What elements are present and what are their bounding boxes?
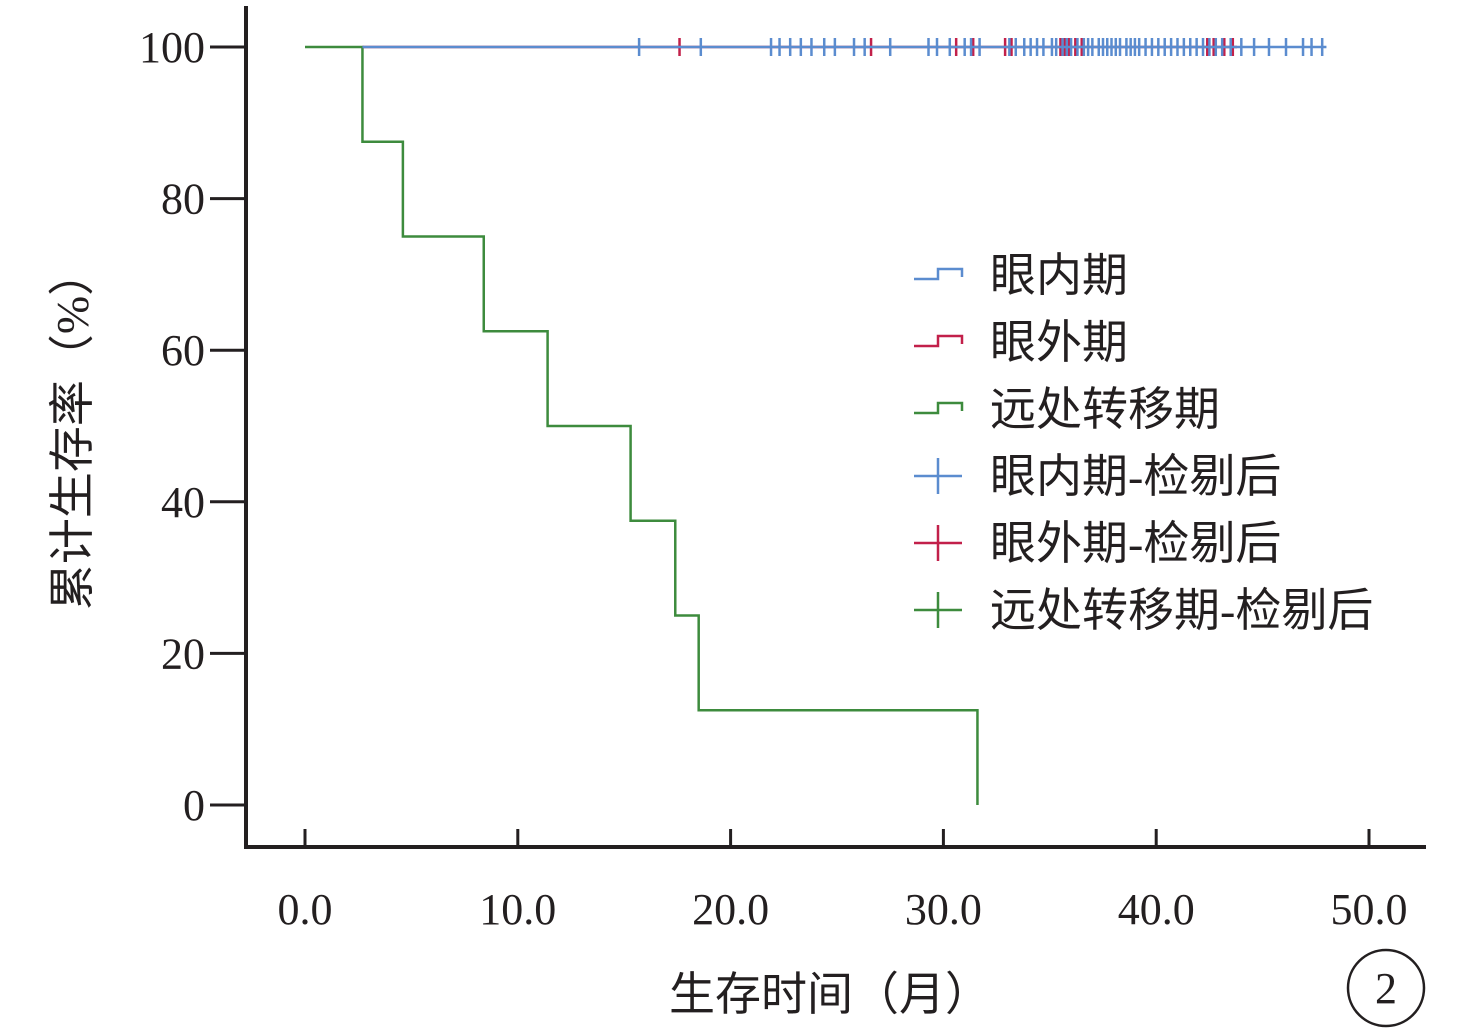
survival-curve (305, 45, 979, 805)
y-tick-label: 100 (139, 23, 205, 72)
series-1 (362, 38, 1327, 56)
tick-marks: 0 20 40 60 80 100 0.0 10.0 20.0 30.0 40.0 50.0 (139, 23, 1408, 934)
legend-label: 眼内期-检剔后 (990, 451, 1281, 502)
panel-label: 2 (1346, 948, 1426, 1028)
x-tick-label: 50.0 (1331, 885, 1408, 934)
x-tick-label: 0.0 (278, 885, 333, 934)
legend-label: 眼外期 (990, 317, 1128, 368)
legend-item: 远处转移期 (914, 384, 1220, 435)
y-tick-label: 20 (161, 629, 205, 678)
legend-label: 眼外期-检剔后 (990, 518, 1281, 569)
y-axis-title: 累计生存率（%） (47, 250, 98, 610)
series-layer (305, 38, 1327, 805)
legend-item: 远处转移期-检剔后 (914, 585, 1373, 636)
legend-label: 眼内期 (990, 250, 1128, 301)
legend-item: 眼外期-检剔后 (914, 518, 1281, 569)
legend-item: 眼内期 (914, 250, 1128, 301)
y-tick-label: 40 (161, 478, 205, 527)
legend-item: 眼内期-检剔后 (914, 451, 1281, 502)
x-axis-title: 生存时间（月） (669, 969, 991, 1020)
y-tick-label: 60 (161, 326, 205, 375)
x-tick-label: 30.0 (905, 885, 982, 934)
panel-label-text: 2 (1375, 964, 1397, 1013)
series-3 (305, 45, 979, 805)
y-tick-label: 0 (183, 781, 205, 830)
x-tick-label: 20.0 (692, 885, 769, 934)
legend-item: 眼外期 (914, 317, 1128, 368)
x-tick-label: 10.0 (479, 885, 556, 934)
legend-step-symbol (914, 267, 964, 281)
legend-step-symbol (914, 334, 964, 348)
y-tick-label: 80 (161, 175, 205, 224)
axes (244, 6, 1426, 849)
legend-label: 远处转移期-检剔后 (990, 585, 1373, 636)
legend-label: 远处转移期 (990, 384, 1220, 435)
legend-step-symbol (914, 401, 964, 415)
panel-label-circle (1346, 948, 1426, 1028)
x-tick-label: 40.0 (1118, 885, 1195, 934)
